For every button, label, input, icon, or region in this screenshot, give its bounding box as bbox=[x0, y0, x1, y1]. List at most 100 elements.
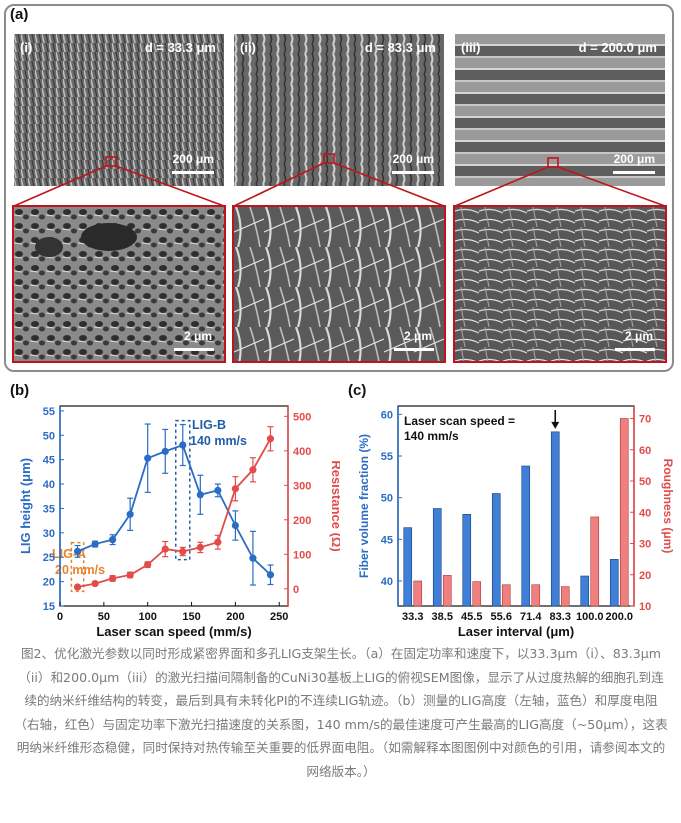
sem-texture bbox=[14, 34, 224, 186]
data-point-red bbox=[196, 543, 204, 551]
bar-roughness bbox=[619, 418, 629, 607]
sem-texture bbox=[455, 34, 665, 186]
scale-bar bbox=[174, 348, 214, 351]
x-tick-label: 83.3 bbox=[550, 611, 571, 623]
y-tick-label: 50 bbox=[381, 493, 393, 505]
bar-fiber-volume bbox=[403, 527, 413, 607]
y2-tick-label: 70 bbox=[639, 414, 651, 426]
x-tick-label: 150 bbox=[182, 611, 200, 623]
y-tick-label: 55 bbox=[43, 406, 55, 418]
data-point-blue bbox=[161, 447, 169, 455]
y2-tick-label: 30 bbox=[639, 539, 651, 551]
scale-bar bbox=[392, 171, 434, 174]
panel-b-label: (b) bbox=[10, 382, 30, 399]
y2-tick-label: 300 bbox=[293, 480, 311, 492]
scale-label: 200 μm bbox=[392, 152, 434, 166]
panel-c-label: (c) bbox=[348, 382, 367, 399]
annotation-lig-a-speed: 20 mm/s bbox=[55, 563, 105, 577]
bar-roughness bbox=[531, 584, 541, 607]
data-point-blue bbox=[73, 547, 82, 555]
series-line-red bbox=[77, 438, 272, 588]
x-tick-label: 0 bbox=[57, 611, 63, 623]
scan-speed-note-line2: 140 mm/s bbox=[404, 429, 459, 443]
y-tick-label: 45 bbox=[381, 534, 393, 546]
y-tick-label: 25 bbox=[43, 552, 55, 564]
data-point-red bbox=[91, 579, 99, 588]
y-axis-label: Fiber volume fraction (%) bbox=[357, 434, 371, 578]
sem-image-top-3: (iii) d = 200.0 μm 200 μm bbox=[455, 34, 665, 186]
bar-fiber-volume bbox=[432, 508, 442, 607]
scale-bar bbox=[615, 348, 655, 351]
scale-label: 2 μm bbox=[403, 329, 432, 343]
bar-roughness bbox=[442, 575, 452, 607]
data-point-blue bbox=[266, 571, 275, 579]
y2-tick-label: 400 bbox=[293, 446, 311, 458]
scale-bar bbox=[613, 171, 655, 174]
scale-label: 200 μm bbox=[613, 152, 655, 166]
x-tick-label: 55.6 bbox=[491, 611, 512, 623]
data-point-red bbox=[231, 485, 239, 493]
image-index: (ii) bbox=[240, 40, 256, 55]
lig-b-highlight-box bbox=[175, 419, 191, 561]
y2-tick-label: 0 bbox=[293, 584, 299, 596]
data-point-blue bbox=[231, 521, 239, 530]
sem-image-zoom-3: 2 μm bbox=[453, 205, 667, 363]
bar-fiber-volume bbox=[491, 493, 501, 607]
bar-fiber-volume bbox=[609, 559, 619, 607]
panel-a-label: (a) bbox=[10, 6, 29, 23]
x-tick-label: 250 bbox=[270, 611, 288, 623]
arrow-head bbox=[551, 421, 560, 429]
bar-fiber-volume bbox=[462, 514, 472, 607]
y-tick-label: 60 bbox=[381, 409, 393, 421]
x-tick-label: 33.3 bbox=[402, 611, 423, 623]
sem-image-top-2: (ii) d = 83.3 μm 200 μm bbox=[234, 34, 444, 186]
sem-texture bbox=[14, 207, 224, 361]
bar-roughness bbox=[501, 584, 511, 607]
data-point-red bbox=[249, 466, 257, 474]
x-tick-label: 200 bbox=[226, 611, 244, 623]
data-point-blue bbox=[249, 554, 257, 562]
chart-c: Laser scan speed = 140 mm/s 40 45 50 55 60 10… bbox=[357, 405, 675, 639]
x-tick-label: 38.5 bbox=[432, 611, 453, 623]
y2-tick-label: 100 bbox=[293, 549, 311, 561]
y2-tick-label: 20 bbox=[639, 570, 651, 582]
y-tick-label: 30 bbox=[43, 528, 55, 540]
data-point-blue bbox=[144, 454, 152, 462]
data-point-red bbox=[109, 574, 117, 583]
data-point-red bbox=[214, 538, 222, 546]
sem-texture bbox=[234, 34, 444, 186]
x-tick-label: 50 bbox=[98, 611, 110, 623]
y-tick-label: 55 bbox=[381, 451, 393, 463]
bar-roughness bbox=[472, 581, 482, 607]
y-tick-label: 50 bbox=[43, 430, 55, 442]
y2-axis-label: Resistance (Ω) bbox=[329, 460, 340, 551]
x-tick-label: 100.0 bbox=[576, 611, 604, 623]
data-point-blue bbox=[126, 510, 134, 518]
data-point-red bbox=[179, 547, 187, 556]
y-tick-label: 40 bbox=[43, 479, 55, 491]
y-tick-label: 45 bbox=[43, 455, 55, 467]
bar-fiber-volume bbox=[521, 465, 531, 607]
sem-image-zoom-2: 2 μm bbox=[232, 205, 446, 363]
bar-fiber-volume bbox=[550, 431, 560, 607]
x-tick-label: 200.0 bbox=[605, 611, 633, 623]
data-point-red bbox=[266, 435, 275, 443]
scale-label: 200 μm bbox=[172, 152, 214, 166]
zoom-box-3 bbox=[547, 157, 559, 168]
data-point-red bbox=[144, 561, 152, 569]
figure-caption: 图2、优化激光参数以同时形成紧密界面和多孔LIG支架生长。（a）在固定功率和速度… bbox=[14, 646, 668, 779]
bar-roughness bbox=[590, 516, 600, 607]
x-axis-label: Laser interval (μm) bbox=[458, 624, 574, 639]
sem-image-zoom-1: 2 μm bbox=[12, 205, 226, 363]
sem-texture bbox=[234, 207, 444, 361]
y2-tick-label: 10 bbox=[639, 601, 651, 613]
spacing-label: d = 200.0 μm bbox=[578, 40, 657, 55]
x-tick-label: 45.5 bbox=[461, 611, 482, 623]
y2-axis-label: Roughness (μm) bbox=[661, 459, 675, 554]
scale-bar bbox=[394, 348, 434, 351]
scan-speed-note-line1: Laser scan speed = bbox=[404, 414, 515, 428]
y2-tick-label: 60 bbox=[639, 445, 651, 457]
data-point-red bbox=[161, 545, 169, 553]
lig-a-highlight-box bbox=[70, 541, 85, 593]
zoom-connectors bbox=[13, 153, 666, 207]
